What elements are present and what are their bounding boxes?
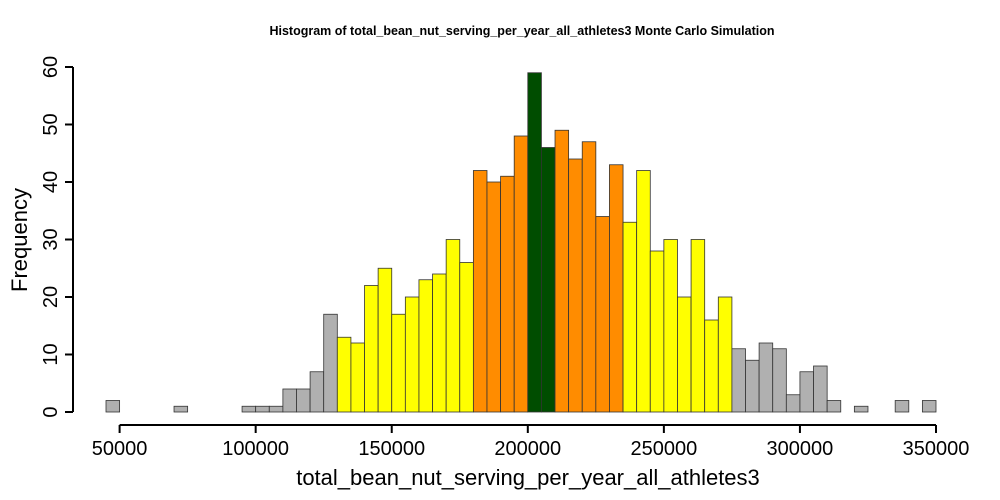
histogram-bar [391, 313, 406, 413]
y-axis: 0 10 20 30 40 50 60 [40, 56, 74, 418]
histogram-bar [350, 342, 365, 413]
y-tick-label: 40 [40, 171, 62, 193]
y-tick-label: 50 [40, 113, 62, 135]
histogram-bar [772, 348, 787, 413]
histogram-bar [268, 405, 284, 413]
histogram-bar [704, 319, 719, 413]
x-tick-label: 300000 [767, 438, 834, 460]
histogram-bar [581, 141, 597, 413]
bars-group [105, 72, 937, 413]
y-axis-label: Frequency [7, 188, 32, 292]
histogram-bar [568, 158, 583, 413]
histogram-bar [255, 405, 270, 413]
histogram-bar [241, 405, 257, 413]
y-tick-label: 0 [40, 406, 62, 417]
histogram-bar [404, 296, 420, 413]
x-tick-label: 100000 [222, 438, 289, 460]
histogram-bar [717, 296, 733, 413]
chart-title: Histogram of total_bean_nut_serving_per_… [269, 24, 774, 38]
histogram-bar [541, 147, 556, 413]
histogram-bar [921, 400, 937, 413]
histogram-bar [622, 221, 638, 413]
x-tick-label: 250000 [630, 438, 697, 460]
histogram-bar [799, 371, 814, 413]
x-tick-label: 350000 [903, 438, 970, 460]
y-tick-label: 60 [40, 56, 62, 78]
histogram-bar [173, 405, 189, 413]
histogram-bar [486, 181, 501, 413]
histogram-bar [636, 170, 651, 413]
histogram-bar [826, 400, 842, 413]
histogram-bar [649, 250, 665, 413]
histogram-bar [445, 239, 461, 413]
histogram-bar [459, 262, 474, 413]
histogram-bar [527, 72, 542, 413]
histogram-bar [785, 394, 801, 413]
histogram-bar [663, 239, 678, 413]
x-tick-label: 150000 [358, 438, 425, 460]
histogram-bar [364, 285, 379, 413]
histogram-bar [745, 359, 760, 413]
histogram-bar [690, 239, 706, 413]
histogram-bar [282, 388, 297, 413]
histogram-bar [500, 175, 515, 413]
histogram-bar [731, 348, 746, 413]
histogram-bar [105, 400, 121, 413]
histogram-bar [609, 164, 624, 413]
histogram-bar [432, 273, 447, 413]
histogram-bar [758, 342, 774, 413]
y-tick-label: 30 [40, 228, 62, 250]
histogram-bar [296, 388, 311, 413]
y-tick-label: 10 [40, 343, 62, 365]
histogram-bar [472, 170, 488, 413]
histogram-bar [677, 296, 692, 413]
histogram-bar [595, 216, 610, 413]
histogram-bar [309, 371, 325, 413]
histogram-bar [513, 135, 529, 413]
histogram-bar [554, 129, 570, 413]
histogram-bar [813, 365, 828, 413]
histogram-bar [336, 336, 352, 413]
histogram-bar [323, 313, 338, 413]
x-axis: 50000 100000 150000 200000 250000 300000 35000… [92, 424, 970, 460]
histogram-bar [853, 405, 869, 413]
histogram-bar [894, 400, 910, 413]
x-tick-label: 200000 [494, 438, 561, 460]
histogram-bar [377, 267, 393, 413]
histogram-bar [418, 279, 433, 413]
y-tick-label: 20 [40, 286, 62, 308]
x-tick-label: 50000 [92, 438, 148, 460]
x-axis-label: total_bean_nut_serving_per_year_all_athl… [296, 465, 760, 490]
